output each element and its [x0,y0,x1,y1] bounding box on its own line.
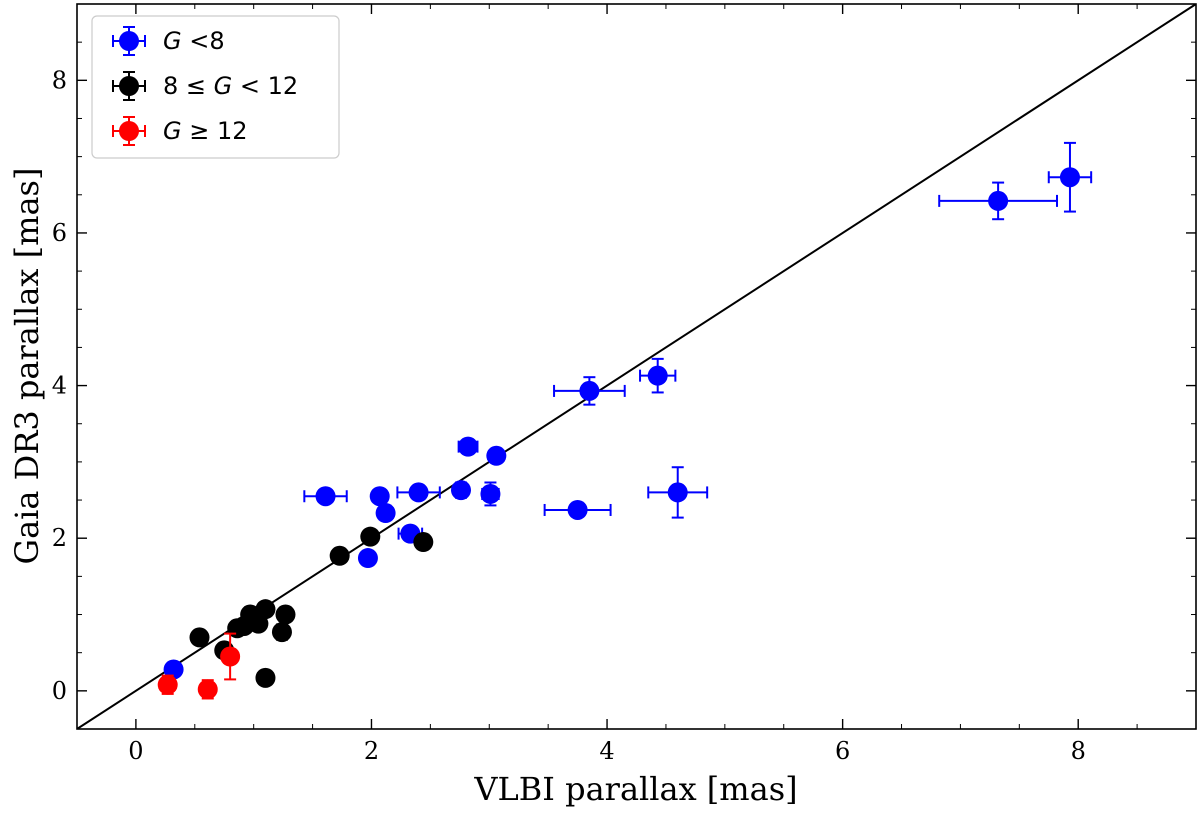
data-point [220,646,241,667]
series-group [163,141,1093,680]
data-point [480,483,501,504]
legend-box [91,15,340,159]
data-point-group [271,622,292,643]
data-point-group [275,604,296,625]
data-point [369,486,390,507]
data-point [157,674,178,695]
y-tick-label: 0 [52,677,67,705]
data-point-group [553,376,626,406]
data-point-group [220,632,241,681]
data-point-group [1047,141,1093,213]
data-point [189,627,210,648]
data-point-group [480,481,501,507]
data-point-group [189,627,210,648]
axis-ticks: 0 2 4 6 8 0 2 4 6 8 [52,3,1197,765]
x-tick-label: 8 [1071,737,1086,765]
data-point-group [375,503,396,524]
data-point [408,482,429,503]
y-tick-label: 8 [52,66,67,94]
data-point [360,526,381,547]
y-tick-label: 6 [52,219,67,247]
data-point-group [450,480,471,501]
legend-marker [119,76,139,96]
data-point [988,190,1009,211]
data-point-group [227,618,248,639]
data-point [450,480,471,501]
data-point [579,380,600,401]
data-point-group [486,445,507,466]
data-point-group [413,532,434,553]
data-point [315,486,336,507]
x-tick-label: 6 [835,737,850,765]
data-point [329,545,350,566]
data-point [163,659,184,680]
data-point-group [255,667,276,688]
y-tick-label: 2 [52,524,67,552]
data-point-group [369,486,390,507]
x-axis-label: VLBI parallax [mas] [473,770,797,808]
legend: G <8 8 ≤ G < 12 G ≥ 12 [91,15,340,159]
data-point-group [163,659,184,680]
data-point [486,445,507,466]
data-point-group [543,499,612,520]
data-points-layer [157,141,1093,700]
data-point [413,532,434,553]
x-tick-label: 0 [128,737,143,765]
data-point [667,482,688,503]
legend-label: G <8 [163,27,225,55]
legend-entry: 8 ≤ G < 12 [112,71,298,101]
x-tick-label: 4 [599,737,614,765]
data-point-group [157,674,178,695]
data-point-group [457,436,479,457]
legend-marker [119,31,139,51]
data-point-group [647,466,709,519]
data-point [567,499,588,520]
data-point-group [938,181,1059,221]
data-point [357,548,378,569]
data-point [375,503,396,524]
data-point [458,436,479,457]
legend-label: 8 ≤ G < 12 [163,72,298,100]
plot-frame [76,3,1197,730]
data-point [197,679,218,700]
data-point-group [639,357,677,394]
data-point-group [329,545,350,566]
legend-label: G ≥ 12 [163,117,248,145]
data-point-group [360,526,381,547]
data-point [275,604,296,625]
legend-marker [119,121,139,141]
x-tick-label: 2 [364,737,379,765]
legend-entry: G ≥ 12 [112,116,248,146]
data-point-group [396,482,441,503]
data-point [647,365,668,386]
y-tick-label: 4 [52,372,67,400]
data-point [255,667,276,688]
data-point-group [357,548,378,569]
legend-entry: G <8 [112,26,225,56]
series-group [157,632,241,700]
data-point-group [197,679,218,700]
y-axis-label: Gaia DR3 parallax [mas] [8,168,46,565]
data-point [271,622,292,643]
data-point [1059,167,1080,188]
data-point-group [303,486,348,507]
